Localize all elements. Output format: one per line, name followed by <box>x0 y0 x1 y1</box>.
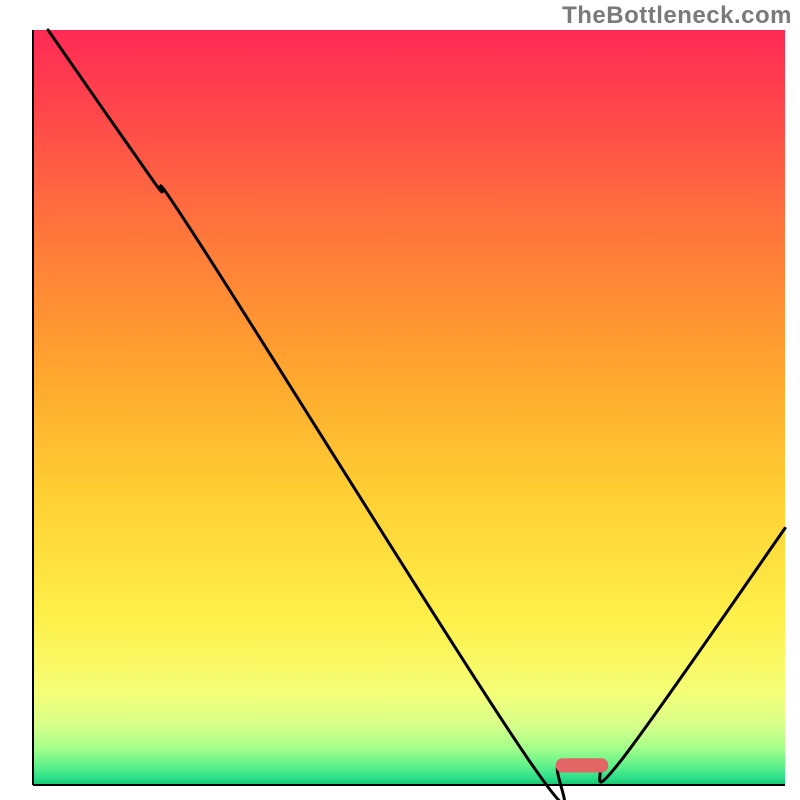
chart-canvas: TheBottleneck.com <box>0 0 800 800</box>
watermark-text: TheBottleneck.com <box>562 2 792 30</box>
plot-background <box>33 30 785 785</box>
gradient-chart <box>0 0 800 800</box>
optimal-marker <box>556 758 609 772</box>
